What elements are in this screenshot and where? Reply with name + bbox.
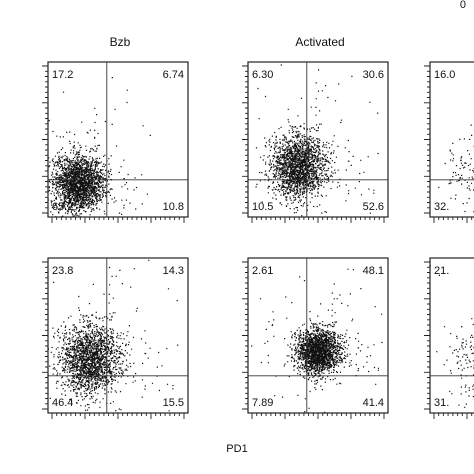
quadrant-percent: 16.0 (434, 69, 455, 81)
event-dots (438, 124, 474, 213)
quadrant-percent: 32. (434, 201, 449, 213)
quadrant-percent: 7.89 (252, 397, 273, 409)
event-points (251, 268, 383, 413)
quadrant-percent: 30.6 (363, 69, 384, 81)
quadrant-percent: 21. (434, 265, 449, 277)
quadrant-percent: 17.2 (52, 69, 73, 81)
quadrant-percent: 10.8 (163, 201, 184, 213)
quadrant-percent: 6.30 (252, 69, 273, 81)
quadrant-percent: 23.8 (52, 265, 73, 277)
event-dots (48, 259, 179, 413)
scatter-panel: 21. 31. (424, 257, 474, 419)
axis-ticks (242, 65, 385, 223)
scatter-panel: 17.2 6.74 65.2 10.8 (42, 61, 189, 223)
quadrant-percent: 46.4 (52, 397, 73, 409)
quadrant-percent: 41.4 (363, 397, 384, 409)
event-dots (255, 64, 379, 217)
axis-ticks (42, 65, 185, 223)
axis-ticks (42, 261, 185, 419)
event-points (48, 77, 151, 217)
cut-off-label: 0 (460, 0, 466, 11)
quadrant-percent: 6.74 (163, 69, 184, 81)
event-points (430, 265, 474, 408)
scatter-panel: 2.61 48.1 7.89 41.4 (242, 257, 389, 419)
scatter-panels: 5.8610.417.26.7465.210.86.3030.610.552.6… (42, 61, 474, 419)
axis-ticks (424, 65, 473, 223)
event-dots (430, 265, 474, 408)
column-titles: Bzb Activated 0 (110, 0, 466, 49)
quadrant-percent: 14.3 (163, 265, 184, 277)
quadrant-percent: 48.1 (363, 265, 384, 277)
quadrant-percent: 52.6 (363, 201, 384, 213)
scatter-panel: 6.30 30.6 10.5 52.6 (242, 61, 389, 223)
scatter-panel: 16.0 32. (424, 61, 474, 223)
x-axis-label: PD1 (226, 443, 247, 455)
quadrant-percent: 10.5 (252, 201, 273, 213)
scatter-panel: 23.8 14.3 46.4 15.5 (42, 257, 189, 419)
quadrant-percent: 31. (434, 397, 449, 409)
event-points (438, 124, 474, 213)
column-title: Bzb (110, 35, 131, 49)
axis-ticks (424, 261, 473, 419)
event-dots (48, 77, 151, 217)
axis-ticks (242, 261, 385, 419)
quadrant-percent: 65.2 (52, 201, 73, 213)
event-points (255, 64, 379, 217)
quadrant-percent: 15.5 (163, 397, 184, 409)
event-points (48, 259, 179, 413)
quadrant-percent: 2.61 (252, 265, 273, 277)
panel-frame (429, 61, 474, 218)
panel-frame (429, 257, 474, 414)
column-title: Activated (295, 35, 344, 49)
event-dots (251, 268, 383, 413)
